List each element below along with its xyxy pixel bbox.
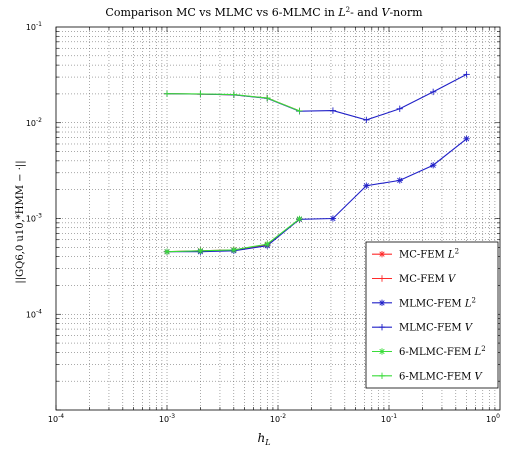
series-5 [163, 90, 303, 115]
legend-item: 6-MLMC-FEM V [372, 371, 484, 382]
data-point [396, 177, 403, 184]
data-point [230, 246, 238, 254]
data-point [163, 248, 171, 255]
x-tick-label: 10-1 [381, 413, 397, 424]
y-tick-label: 10-1 [26, 21, 42, 32]
legend-label: MC-FEM V [399, 274, 457, 285]
x-tick-label: 10-4 [48, 413, 64, 424]
data-point [429, 162, 437, 169]
data-point [363, 116, 370, 124]
data-point [363, 182, 370, 189]
y-tick-label: 10-3 [26, 213, 42, 224]
data-point [296, 215, 303, 223]
legend-item: MLMC-FEM L2 [372, 296, 476, 309]
data-point [463, 71, 470, 78]
data-point [163, 90, 171, 97]
legend-label: MLMC-FEM L2 [399, 296, 476, 309]
legend-marker [378, 372, 386, 380]
series-lines [163, 71, 470, 255]
legend-label: MC-FEM L2 [399, 248, 459, 261]
y-tick-label: 10-4 [26, 308, 42, 319]
x-axis-label: hL [257, 431, 270, 447]
data-point [329, 107, 337, 114]
data-point [296, 107, 303, 115]
x-tick-label: 10-2 [270, 413, 286, 424]
data-point [463, 135, 470, 142]
legend-box [365, 241, 499, 389]
x-tick-label: 100 [486, 413, 500, 424]
legend-label: 6-MLMC-FEM L2 [399, 345, 486, 358]
legend-label: MLMC-FEM V [399, 323, 474, 334]
legend-item: 6-MLMC-FEM L2 [372, 345, 486, 358]
y-axis-label: ||GQ6,0 u10,*HMM − ·|| [15, 160, 26, 283]
legend-marker [378, 348, 386, 355]
legend: MC-FEM L2 MC-FEM V MLMC-FEM L2 MLMC-FEM V 6-… [365, 241, 499, 389]
grid [56, 27, 500, 410]
legend-item: MC-FEM L2 [372, 248, 459, 261]
data-point [197, 90, 204, 98]
plot-area-border [55, 26, 501, 411]
data-point [264, 240, 271, 248]
legend-label: 6-MLMC-FEM V [399, 371, 484, 382]
legend-marker [378, 250, 386, 258]
series-4 [163, 215, 303, 255]
legend-item: MC-FEM V [372, 274, 457, 285]
legend-marker [378, 275, 386, 282]
data-point [264, 94, 271, 102]
data-point [197, 247, 204, 254]
legend-marker [378, 299, 386, 307]
x-tick-label: 10-3 [159, 413, 175, 424]
legend-item: MLMC-FEM V [372, 323, 474, 334]
data-point [429, 88, 437, 96]
tick-labels: 10-4 10-3 10-2 10-1 100 10-1 10-2 10-3 10-4 [26, 21, 500, 424]
series-line [167, 138, 467, 253]
data-point [329, 215, 337, 222]
chart-title: Comparison MC vs MLMC vs 6-MLMC in L2- a… [105, 6, 423, 19]
y-tick-label: 10-2 [26, 117, 42, 128]
plot-frame [55, 26, 501, 411]
data-point [396, 105, 403, 112]
data-point [230, 91, 238, 98]
legend-marker [378, 323, 386, 331]
